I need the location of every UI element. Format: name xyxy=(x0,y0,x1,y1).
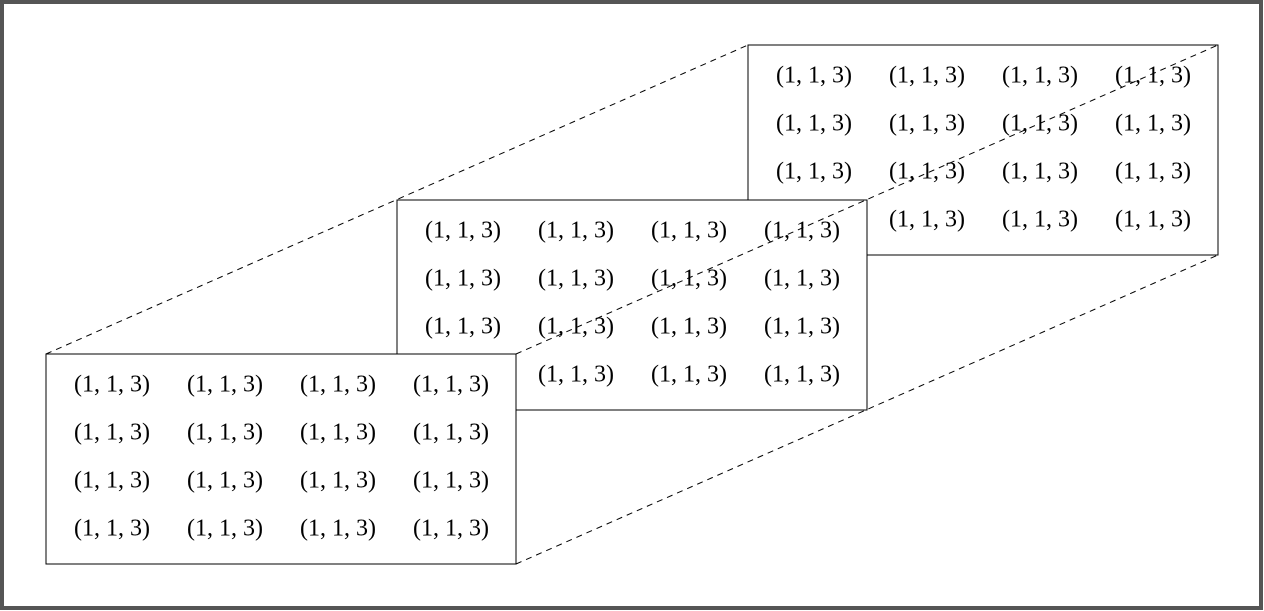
matrix-cell: (1, 1, 3) xyxy=(74,516,150,542)
matrix-cell: (1, 1, 3) xyxy=(413,372,489,398)
matrix-cell: (1, 1, 3) xyxy=(538,266,614,292)
matrix-cell: (1, 1, 3) xyxy=(1115,159,1191,185)
matrix-cell: (1, 1, 3) xyxy=(74,468,150,494)
matrix-cell: (1, 1, 3) xyxy=(300,516,376,542)
connector-line xyxy=(515,44,1219,355)
connector-lines xyxy=(45,44,1219,565)
matrix-cell: (1, 1, 3) xyxy=(187,420,263,446)
matrix-cell: (1, 1, 3) xyxy=(651,218,727,244)
matrix-cell: (1, 1, 3) xyxy=(187,468,263,494)
matrix-cell: (1, 1, 3) xyxy=(425,314,501,340)
matrix-cell: (1, 1, 3) xyxy=(1002,159,1078,185)
matrix-cell: (1, 1, 3) xyxy=(538,314,614,340)
matrix-cell: (1, 1, 3) xyxy=(1002,63,1078,89)
matrix-cell: (1, 1, 3) xyxy=(413,516,489,542)
matrix-cell: (1, 1, 3) xyxy=(538,218,614,244)
matrix-cell: (1, 1, 3) xyxy=(1115,63,1191,89)
matrix-cell: (1, 1, 3) xyxy=(413,468,489,494)
matrix-cell: (1, 1, 3) xyxy=(764,314,840,340)
matrix-cell: (1, 1, 3) xyxy=(651,314,727,340)
matrix-cell: (1, 1, 3) xyxy=(187,516,263,542)
matrix-cell: (1, 1, 3) xyxy=(425,266,501,292)
matrix-cell: (1, 1, 3) xyxy=(764,362,840,388)
matrix-cell: (1, 1, 3) xyxy=(538,362,614,388)
matrix-cell: (1, 1, 3) xyxy=(74,372,150,398)
connector-line xyxy=(45,44,749,355)
matrix-cell: (1, 1, 3) xyxy=(776,159,852,185)
matrix-cell: (1, 1, 3) xyxy=(1002,207,1078,233)
matrix-cell: (1, 1, 3) xyxy=(413,420,489,446)
matrix-cell: (1, 1, 3) xyxy=(889,111,965,137)
matrix-cell: (1, 1, 3) xyxy=(889,63,965,89)
matrix-cell: (1, 1, 3) xyxy=(187,372,263,398)
matrix-cell: (1, 1, 3) xyxy=(889,159,965,185)
matrix: (1, 1, 3) (1, 1, 3) (1, 1, 3) (1, 1, 3) (1, … xyxy=(45,353,517,565)
matrix-cell: (1, 1, 3) xyxy=(300,468,376,494)
connector-line xyxy=(515,254,1219,565)
matrix-cell: (1, 1, 3) xyxy=(1115,207,1191,233)
matrix-cell: (1, 1, 3) xyxy=(764,218,840,244)
matrix-cell: (1, 1, 3) xyxy=(651,266,727,292)
matrix-cell: (1, 1, 3) xyxy=(764,266,840,292)
matrix-cell: (1, 1, 3) xyxy=(776,63,852,89)
matrix-cell: (1, 1, 3) xyxy=(300,420,376,446)
matrix-cell: (1, 1, 3) xyxy=(889,207,965,233)
matrix-cell: (1, 1, 3) xyxy=(776,111,852,137)
matrix-frame xyxy=(45,353,517,565)
matrix-cell: (1, 1, 3) xyxy=(651,362,727,388)
matrix-stack: (1, 1, 3) (1, 1, 3) (1, 1, 3) (1, 1, 3) (1, … xyxy=(45,44,1219,565)
matrix-cell: (1, 1, 3) xyxy=(425,218,501,244)
matrix-cell: (1, 1, 3) xyxy=(300,372,376,398)
matrix-cell: (1, 1, 3) xyxy=(1115,111,1191,137)
matrix-cell: (1, 1, 3) xyxy=(74,420,150,446)
